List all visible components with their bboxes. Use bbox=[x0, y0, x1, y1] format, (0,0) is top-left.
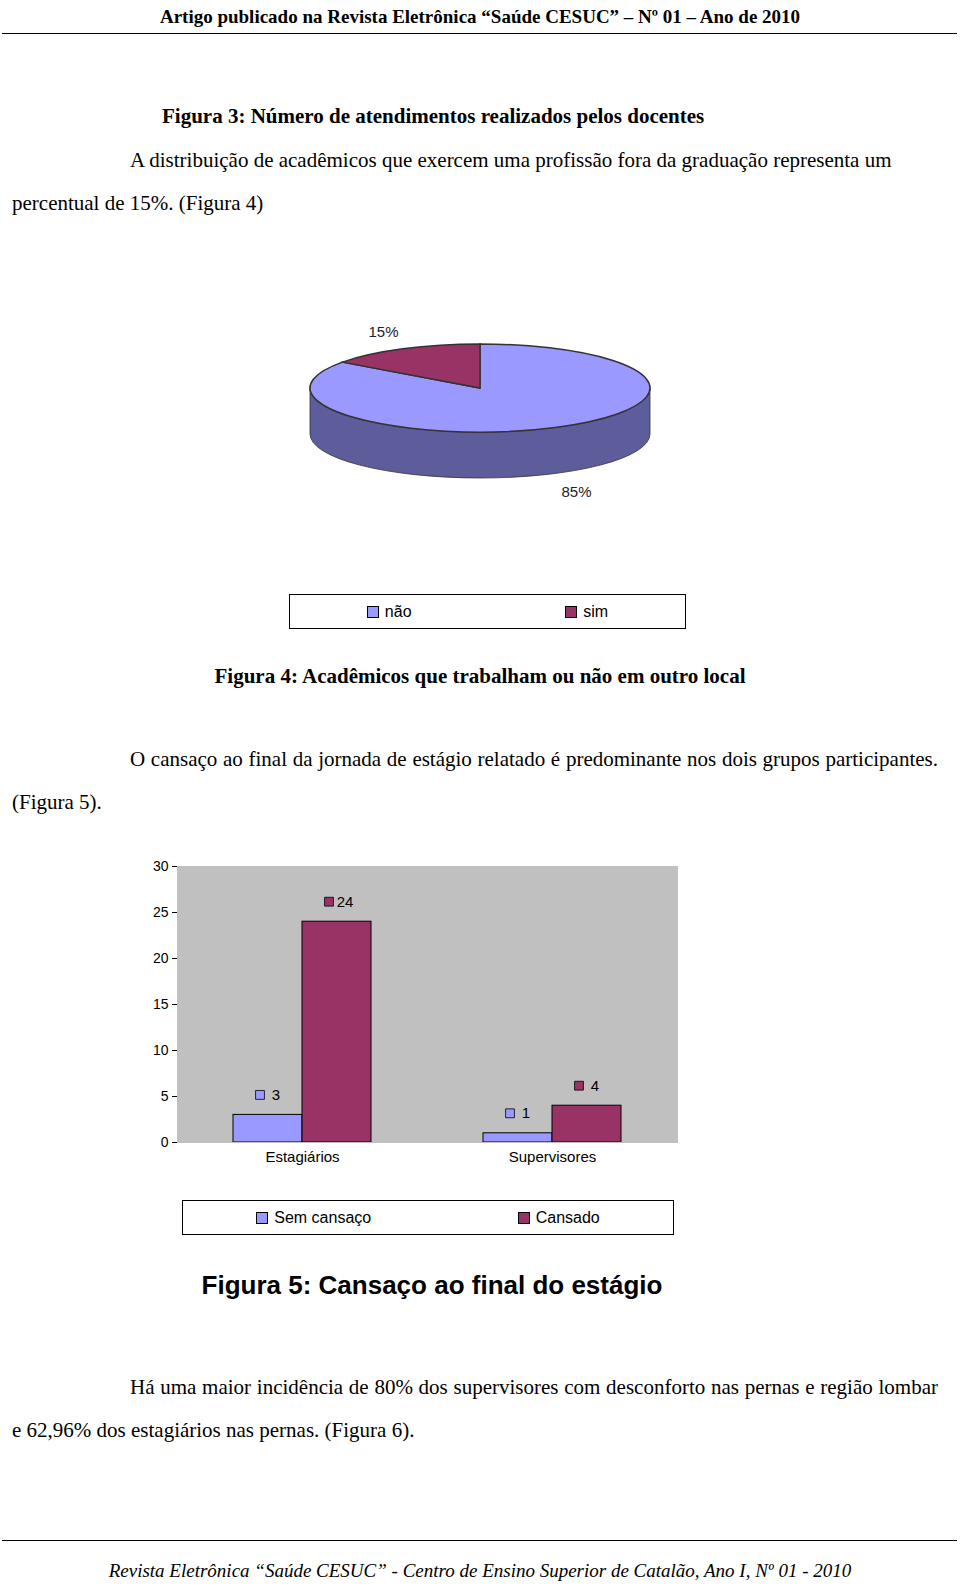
html-text:Revista Eletrônica “Saúde CESU: Revista Eletrônica “Saúde CESUC” - Centr… bbox=[108, 1560, 852, 1581]
svg-text:Supervisores: Supervisores bbox=[509, 1148, 597, 1165]
html-text:Sem cansaço: Sem cansaço bbox=[274, 1208, 372, 1226]
svg-text:10: 10 bbox=[153, 1042, 169, 1058]
html-text:não: não bbox=[384, 602, 412, 620]
svg-text:15: 15 bbox=[153, 996, 169, 1012]
svg-text:Estagiários: Estagiários bbox=[265, 1148, 339, 1165]
svg-text:15%: 15% bbox=[369, 323, 399, 340]
html-text:Cansado: Cansado bbox=[535, 1208, 600, 1226]
svg-text:24: 24 bbox=[337, 893, 354, 910]
svg-text:85%: 85% bbox=[561, 483, 591, 500]
html-text:Figura 4: Acadêmicos que traba: Figura 4: Acadêmicos que trabalham ou nã… bbox=[214, 664, 746, 688]
svg-text:3: 3 bbox=[272, 1086, 280, 1103]
html-text:Figura 5: Cansaço ao final do: Figura 5: Cansaço ao final do estágio bbox=[201, 1270, 663, 1300]
svg-text:0: 0 bbox=[161, 1134, 169, 1150]
svg-text:1: 1 bbox=[522, 1104, 530, 1121]
html-text:sim: sim bbox=[583, 602, 609, 620]
html-text:Há uma maior incidência de 80%: Há uma maior incidência de 80% dos super… bbox=[12, 1375, 938, 1442]
svg-text:4: 4 bbox=[591, 1077, 599, 1094]
svg-text:30: 30 bbox=[153, 858, 169, 874]
html-text:Artigo publicado na Revista El: Artigo publicado na Revista Eletrônica “… bbox=[159, 6, 801, 27]
html-text:A distribuição de acadêmicos q: A distribuição de acadêmicos que exercem… bbox=[12, 148, 892, 215]
svg-text:5: 5 bbox=[161, 1088, 169, 1104]
svg-text:20: 20 bbox=[153, 950, 169, 966]
html-text:Figura 3: Número de atendiment: Figura 3: Número de atendimentos realiza… bbox=[162, 104, 705, 128]
svg-text:25: 25 bbox=[153, 904, 169, 920]
html-text:O cansaço ao final da jornada: O cansaço ao final da jornada de estágio… bbox=[12, 747, 938, 814]
